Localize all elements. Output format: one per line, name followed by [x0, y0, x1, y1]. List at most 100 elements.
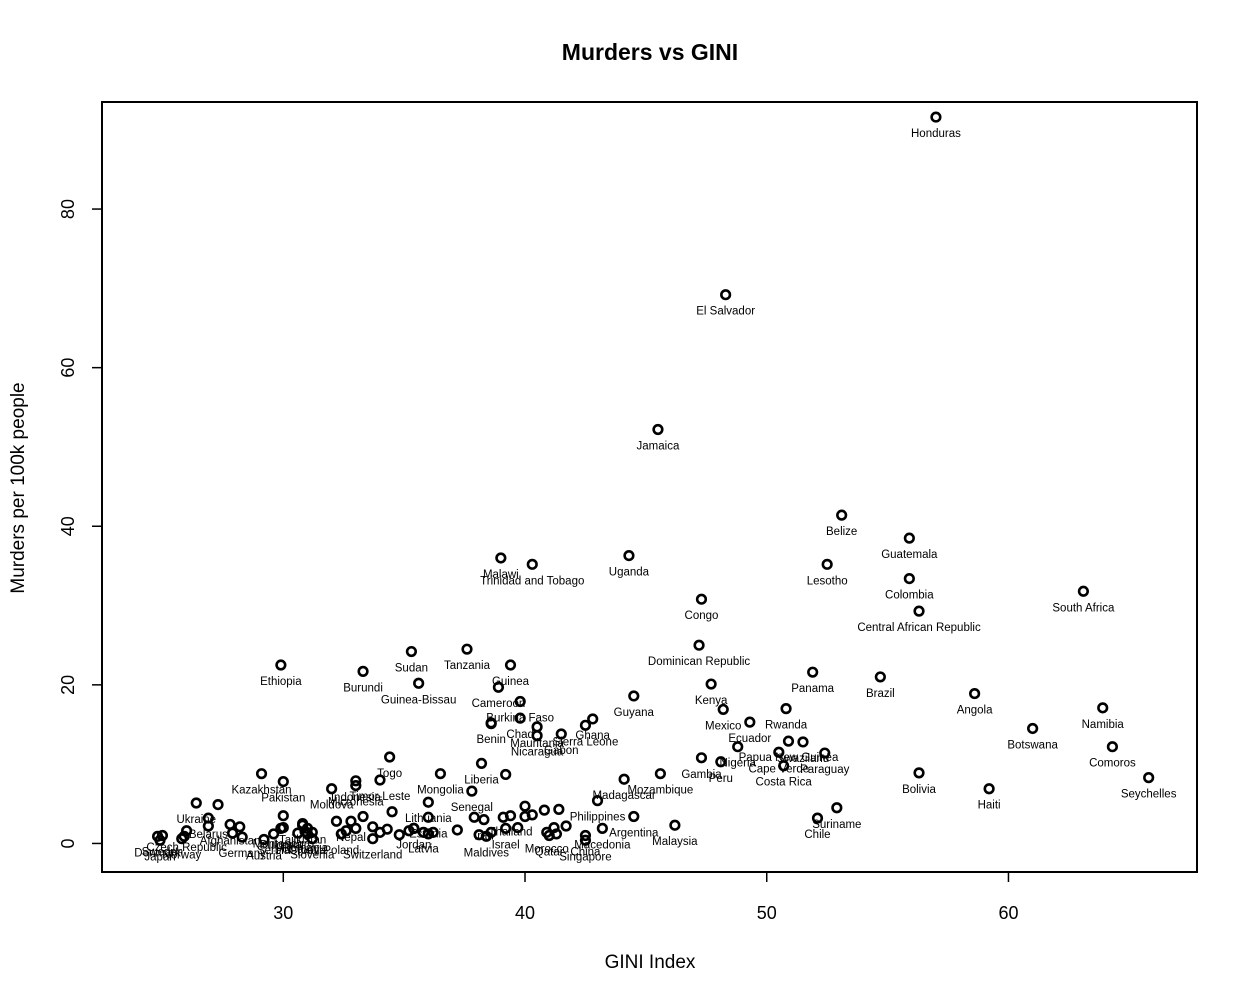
point-label: Colombia [885, 590, 934, 602]
point-label: Croatia [289, 845, 327, 857]
point-label: Chile [804, 829, 830, 841]
data-point [350, 822, 362, 834]
point-label: Ecuador [728, 733, 771, 745]
data-point [473, 829, 485, 841]
point-label: Brazil [866, 688, 895, 700]
point-label: Estonia [409, 828, 448, 840]
point-label: Maldives [464, 847, 510, 859]
point-label: Kenya [695, 695, 728, 707]
data-point [367, 821, 379, 833]
y-tick-label: 60 [58, 358, 78, 378]
data-point [497, 811, 509, 823]
point-label: Benin [476, 734, 505, 746]
data-point [819, 747, 831, 759]
point-label: Philippines [570, 812, 626, 824]
point-label: Slovenia [290, 850, 335, 862]
data-point [773, 746, 785, 758]
data-point [384, 751, 396, 763]
data-point [277, 775, 289, 788]
data-point [579, 829, 592, 842]
y-tick-label: 40 [58, 516, 78, 536]
point-label: Paraguay [800, 764, 849, 776]
point-label: Pakistan [261, 793, 305, 805]
point-label: Suriname [812, 819, 861, 831]
data-point [1143, 772, 1155, 784]
point-label: Gabon [544, 745, 579, 757]
data-point [178, 830, 190, 842]
data-point [705, 678, 717, 690]
data-point [903, 572, 915, 585]
x-tick-label: 50 [757, 903, 777, 923]
data-point [434, 768, 447, 780]
point-label: Guinea [492, 676, 530, 688]
point-label: South Africa [1052, 602, 1115, 614]
point-label: Latvia [408, 843, 439, 855]
point-label: Japan [144, 851, 175, 863]
data-point [461, 643, 473, 655]
point-label: Indonesia [331, 792, 381, 804]
data-point [475, 757, 488, 769]
point-label: Panama [791, 683, 834, 695]
data-point [500, 768, 512, 781]
data-point [782, 735, 795, 747]
data-point [531, 730, 543, 742]
data-point [618, 773, 630, 785]
point-label: Morocco [525, 843, 569, 855]
point-label: Singapore [559, 851, 611, 863]
point-label: Papua New Guinea [739, 752, 839, 764]
point-label: Mexico [705, 720, 741, 732]
data-point [306, 826, 318, 838]
data-point [553, 803, 565, 815]
data-point [780, 703, 792, 715]
data-point [345, 815, 357, 827]
point-label: Qatar [535, 847, 564, 859]
x-axis: 30 40 50 60 [273, 872, 1018, 923]
point-label: Swaziland [777, 753, 829, 765]
data-point [807, 666, 819, 678]
point-label: Senegal [451, 802, 493, 814]
point-label: Burundi [343, 682, 383, 694]
data-point [913, 767, 925, 779]
point-label: Malawi [483, 569, 519, 581]
data-point [903, 532, 915, 544]
point-label: Germany [219, 848, 267, 860]
point-label: Comoros [1089, 758, 1136, 770]
point-label: Timor-Leste [350, 791, 411, 803]
data-point [422, 811, 434, 823]
point-label: Lithuania [405, 813, 452, 825]
point-label: Switzerland [343, 850, 402, 862]
plot-frame [101, 101, 1198, 873]
data-point [393, 829, 405, 841]
point-label: Sudan [395, 663, 428, 675]
data-point [717, 703, 729, 716]
data-point [357, 665, 369, 677]
data-point [720, 289, 732, 301]
point-label: Jamaica [637, 441, 680, 453]
data-point [350, 779, 362, 792]
point-label: Guyana [614, 707, 655, 719]
point-label: Serbia [257, 845, 291, 857]
point-label: Congo [685, 610, 719, 622]
data-point [874, 671, 886, 683]
data-point [275, 822, 287, 834]
x-axis-label: GINI Index [605, 952, 696, 973]
point-label: Montenegro [253, 839, 314, 851]
data-point [821, 558, 833, 570]
point-label: Thailand [488, 827, 532, 839]
data-point [744, 716, 756, 728]
data-point [367, 833, 379, 845]
data-point [669, 819, 681, 831]
y-axis: 0 20 40 60 80 [58, 199, 102, 848]
x-tick-label: 30 [273, 903, 293, 923]
y-axis-label: Murders per 100k people [8, 382, 29, 593]
point-label: Madagascar [592, 790, 655, 802]
data-point [154, 834, 166, 846]
data-point [176, 833, 188, 845]
data-point [181, 825, 193, 837]
data-point [930, 111, 942, 123]
data-point [451, 824, 463, 836]
data-point [560, 820, 572, 832]
point-label: Sweden [142, 847, 184, 859]
point-label: Bolivia [902, 784, 936, 796]
